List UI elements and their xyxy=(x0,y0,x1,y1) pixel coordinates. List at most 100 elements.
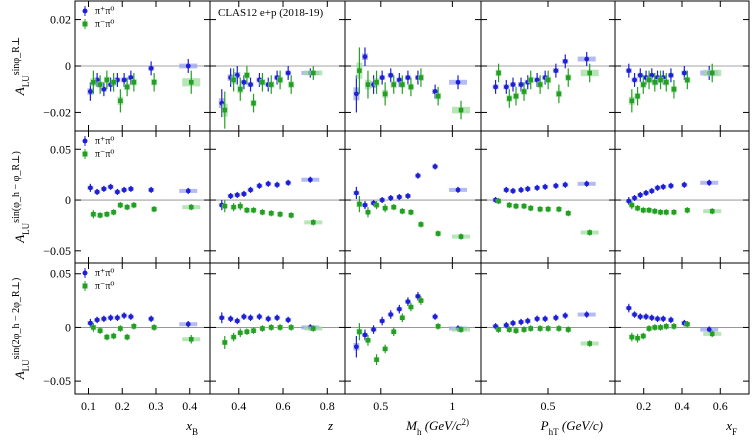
data-point-π−π0 xyxy=(251,207,256,213)
data-point-π−π0 xyxy=(277,211,283,217)
data-point-π+π0 xyxy=(248,187,253,193)
data-point-π−π0 xyxy=(658,325,663,330)
data-point-π+π0 xyxy=(241,314,247,320)
data-point-π−π0 xyxy=(268,325,274,330)
data-point-π+π0 xyxy=(626,305,632,311)
data-point-π−π0 xyxy=(222,340,228,345)
data-point-π+π0 xyxy=(518,82,524,87)
panel-frame-r2-c4 xyxy=(614,262,750,395)
data-point-π−π0 xyxy=(244,207,250,213)
data-point-π+π0 xyxy=(503,187,509,193)
data-point-π−π0 xyxy=(587,230,592,235)
data-point-π+π0 xyxy=(525,318,531,324)
data-point-π−π0 xyxy=(565,210,571,216)
data-point-π−π0 xyxy=(124,84,130,90)
data-point-π−π0 xyxy=(556,206,562,212)
data-point-π−π0 xyxy=(513,328,519,333)
data-point-π+π0 xyxy=(219,315,225,321)
data-point-π+π0 xyxy=(562,58,568,64)
data-point-π−π0 xyxy=(268,82,274,87)
data-point-π+π0 xyxy=(553,315,559,321)
data-point-π−π0 xyxy=(635,93,640,99)
data-point-π−π0 xyxy=(709,70,715,76)
data-point-π−π0 xyxy=(629,334,635,340)
data-point-π−π0 xyxy=(458,327,464,332)
data-point-π+π0 xyxy=(396,194,402,200)
data-point-π−π0 xyxy=(391,329,397,335)
data-point-π+π0 xyxy=(371,327,376,332)
data-point-π−π0 xyxy=(545,77,551,83)
data-point-π+π0 xyxy=(510,82,516,87)
data-point-π+π0 xyxy=(362,332,368,338)
data-point-π+π0 xyxy=(274,315,280,321)
data-point-π−π0 xyxy=(231,204,236,210)
data-point-π+π0 xyxy=(285,70,291,76)
data-point-π−π0 xyxy=(646,207,652,213)
data-point-π−π0 xyxy=(587,341,592,346)
data-point-π−π0 xyxy=(311,220,316,225)
data-point-π+π0 xyxy=(87,320,93,326)
data-point-π−π0 xyxy=(237,203,243,209)
data-point-π+π0 xyxy=(542,316,548,322)
data-point-π+π0 xyxy=(534,77,540,83)
data-point-π−π0 xyxy=(709,208,715,214)
data-point-π−π0 xyxy=(565,75,571,80)
data-point-π−π0 xyxy=(663,79,669,85)
data-point-π+π0 xyxy=(241,191,247,197)
data-point-π+π0 xyxy=(388,312,394,317)
x-tick-label: 0.8 xyxy=(320,399,335,413)
data-point-π+π0 xyxy=(148,187,154,193)
x-tick-label: 0.5 xyxy=(541,399,556,413)
data-point-π+π0 xyxy=(285,180,291,186)
y-tick-label: 0.05 xyxy=(50,142,71,156)
data-point-π−π0 xyxy=(97,212,103,218)
data-point-π+π0 xyxy=(108,184,114,190)
data-point-π+π0 xyxy=(101,316,107,322)
data-point-π−π0 xyxy=(131,324,137,329)
data-point-π+π0 xyxy=(248,315,253,321)
data-point-π+π0 xyxy=(396,306,402,312)
data-point-π+π0 xyxy=(649,188,655,194)
data-point-π−π0 xyxy=(357,329,362,335)
data-point-π+π0 xyxy=(405,193,411,199)
data-point-π−π0 xyxy=(545,206,551,212)
data-point-π−π0 xyxy=(507,96,512,101)
data-point-π+π0 xyxy=(626,68,632,74)
data-point-π−π0 xyxy=(652,208,658,214)
y-axis-label-sin_phih_minus_phiR: ALUsin(φ_h − φ_R⊥) xyxy=(11,151,32,244)
data-point-π+π0 xyxy=(655,185,660,191)
data-point-π−π0 xyxy=(391,204,397,210)
data-point-π−π0 xyxy=(97,82,103,87)
data-point-π−π0 xyxy=(237,330,243,336)
data-point-π+π0 xyxy=(518,319,524,325)
axes: −0.02 0 0.02 ALUsinφ_R⊥ −0.05 0 0.05 ALUsin(φ_h… xyxy=(11,1,749,437)
data-point-π−π0 xyxy=(277,325,283,330)
y-tick-label: −0.05 xyxy=(43,244,71,258)
data-point-π−π0 xyxy=(400,208,405,214)
data-point-π+π0 xyxy=(632,195,637,201)
data-point-π+π0 xyxy=(562,182,568,188)
data-point-π−π0 xyxy=(565,327,571,332)
data-point-π+π0 xyxy=(114,189,120,195)
data-point-π+π0 xyxy=(553,68,559,74)
data-point-π−π0 xyxy=(222,203,228,209)
data-point-π+π0 xyxy=(148,65,154,71)
data-point-π−π0 xyxy=(97,328,103,333)
y-tick-label: 0.05 xyxy=(50,267,71,281)
data-point-π+π0 xyxy=(432,314,438,320)
data-point-π−π0 xyxy=(671,324,677,329)
data-point-π+π0 xyxy=(128,75,134,81)
data-point-π+π0 xyxy=(248,82,253,87)
data-point-π−π0 xyxy=(260,79,265,85)
data-point-π−π0 xyxy=(528,77,534,83)
data-point-π+π0 xyxy=(584,56,590,62)
data-point-π+π0 xyxy=(257,183,262,189)
data-point-π−π0 xyxy=(244,329,250,335)
data-point-π+π0 xyxy=(649,72,655,78)
data-point-π−π0 xyxy=(104,211,110,217)
data-point-π−π0 xyxy=(118,326,123,331)
data-point-π−π0 xyxy=(513,203,519,209)
data-point-π−π0 xyxy=(528,326,534,331)
data-point-π−π0 xyxy=(641,207,646,213)
data-point-π−π0 xyxy=(545,326,551,331)
